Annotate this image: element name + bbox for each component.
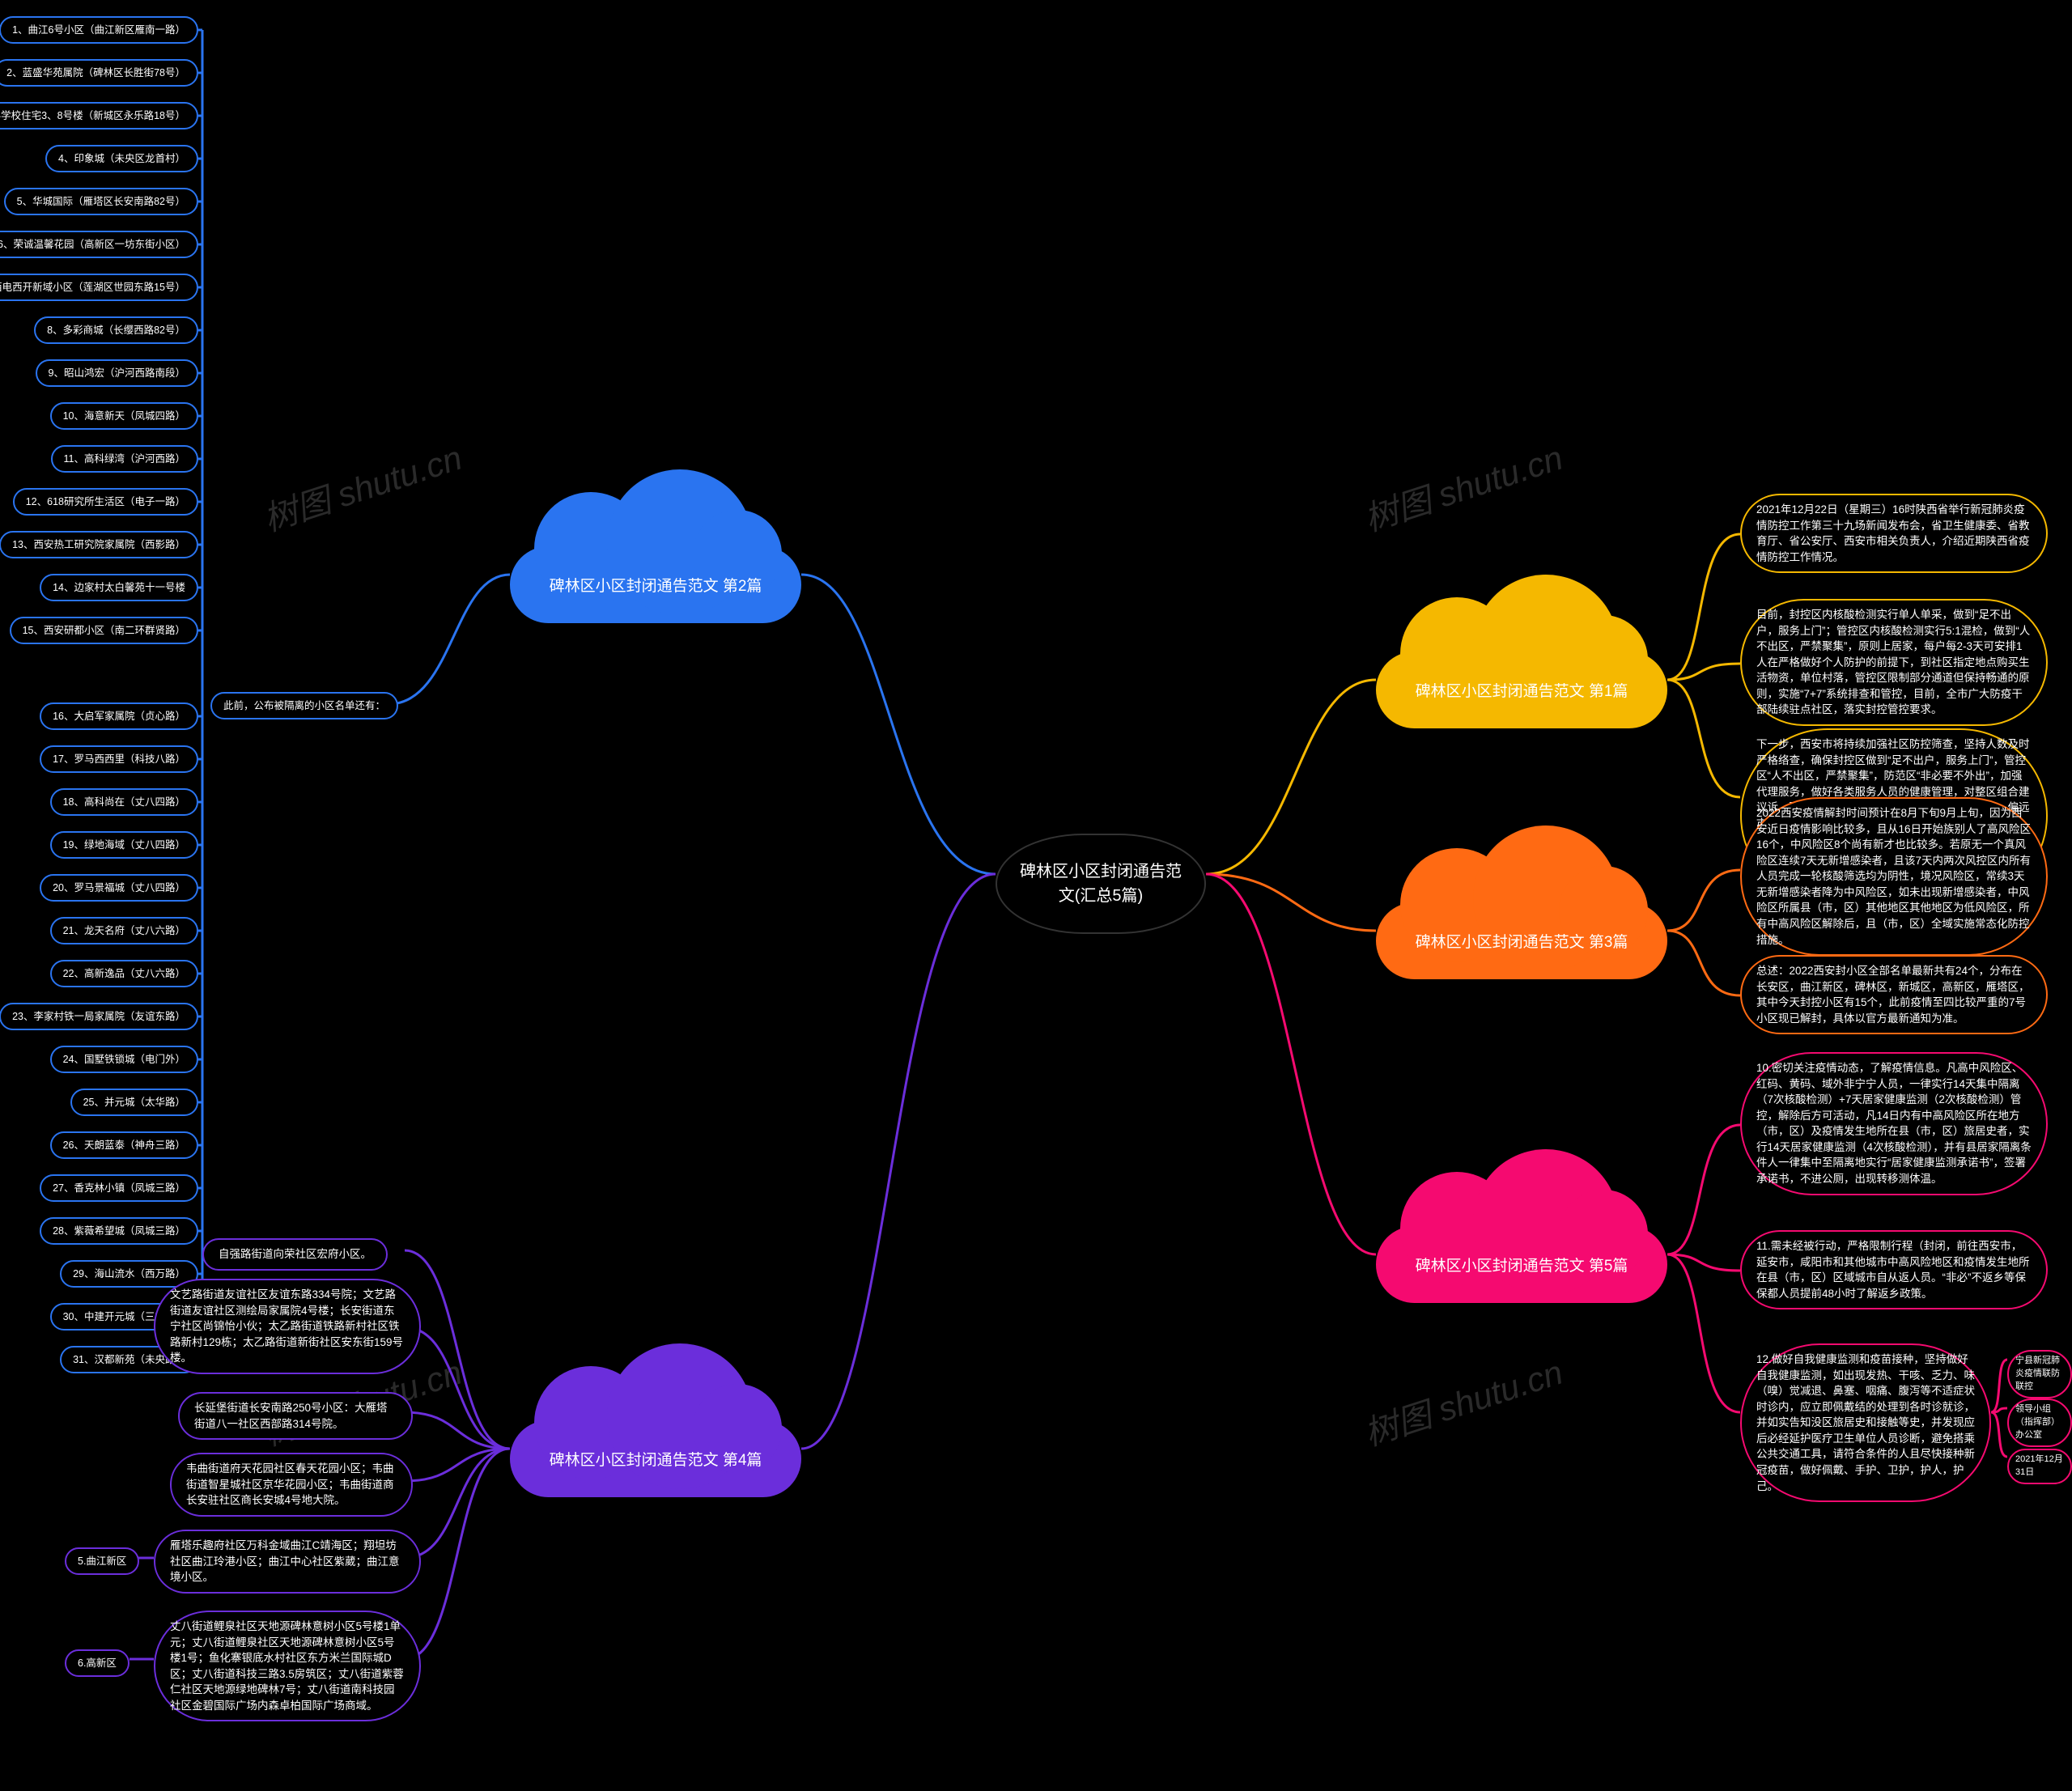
cloud-1-label: 碑林区小区封闭通告范文 第1篇 [1376, 679, 1667, 701]
c2-item: 5、华城国际（雁塔区长安南路82号） [4, 188, 198, 215]
cloud-section-3: 碑林区小区封闭通告范文 第3篇 [1376, 850, 1667, 979]
c2-item: 2、蓝盛华苑属院（碑林区长胜街78号） [0, 59, 198, 87]
c3-leaf-1: 2022西安疫情解封时间预计在8月下旬9月上旬，因为西安近日疫情影响比较多，且从… [1740, 797, 2048, 956]
c2-item: 4、印象城（未央区龙首村） [45, 145, 198, 172]
c2-item: 16、大启军家属院（贞心路） [40, 702, 198, 730]
c4-leaf-6: 丈八街道鲤泉社区天地源碑林意树小区5号楼1单元；丈八街道鲤泉社区天地源碑林意树小… [154, 1611, 421, 1721]
c5-leaf-3: 12.做好自我健康监测和疫苗接种，坚持做好自我健康监测，如出现发热、干咳、乏力、… [1740, 1343, 1991, 1502]
c2-item: 9、昭山鸿宏（沪河西路南段） [36, 359, 198, 387]
c2-item: 14、边家村太白馨苑十一号楼 [40, 574, 198, 601]
cloud-section-4: 碑林区小区封闭通告范文 第4篇 [510, 1368, 801, 1497]
c2-item: 6、荣诚温馨花园（高新区一坊东街小区） [0, 231, 198, 258]
c2-hub: 此前，公布被隔离的小区名单还有： [210, 692, 398, 719]
c2-item: 22、高新逸品（丈八六路） [50, 960, 198, 987]
c2-item: 28、紫薇希望城（凤城三路） [40, 1217, 198, 1245]
c2-item: 27、香克林小镇（凤城三路） [40, 1174, 198, 1202]
cloud-section-2: 碑林区小区封闭通告范文 第2篇 [510, 494, 801, 623]
c5-leaf-2: 11.需未经被行动，严格限制行程（封闭，前往西安市，延安市，咸阳市和其他城市中高… [1740, 1230, 2048, 1309]
c2-item: 15、西安研都小区（南二环群贤路） [10, 617, 198, 644]
c4-leaf-6-tag: 6.高新区 [65, 1649, 130, 1677]
c4-leaf-2: 文艺路街道友谊社区友谊东路334号院；文艺路街道友谊社区测绘局家属院4号楼；长安… [154, 1279, 421, 1374]
cloud-3-label: 碑林区小区封闭通告范文 第3篇 [1376, 930, 1667, 952]
c4-leaf-1: 自强路街道向荣社区宏府小区。 [202, 1238, 388, 1271]
c2-item: 12、618研究所生活区（电子一路） [13, 488, 198, 516]
c1-leaf-1: 2021年12月22日（星期三）16时陕西省举行新冠肺炎疫情防控工作第三十九场新… [1740, 494, 2048, 573]
watermark: 树图 shutu.cn [1357, 431, 1569, 541]
c4-leaf-5: 雁塔乐趣府社区万科金域曲江C靖海区；翔坦坊社区曲江玲港小区；曲江中心社区紫葳；曲… [154, 1530, 421, 1594]
c2-item: 19、绿地海域（丈八四路） [50, 831, 198, 859]
root-node: 碑林区小区封闭通告范文(汇总5篇) [996, 834, 1206, 934]
cloud-5-label: 碑林区小区封闭通告范文 第5篇 [1376, 1254, 1667, 1275]
c2-item: 13、西安热工研究院家属院（西影路） [0, 531, 198, 558]
c2-item: 24、国墅铁锁城（电门外） [50, 1046, 198, 1073]
cloud-section-5: 碑林区小区封闭通告范文 第5篇 [1376, 1173, 1667, 1303]
c2-item: 25、并元城（太华路） [70, 1089, 198, 1116]
c2-item: 3、电力高等专科学校住宅3、8号楼（新城区永乐路18号） [0, 102, 198, 129]
c2-item: 10、海意新天（凤城四路） [50, 402, 198, 430]
cloud-section-1: 碑林区小区封闭通告范文 第1篇 [1376, 599, 1667, 728]
cloud-2-label: 碑林区小区封闭通告范文 第2篇 [510, 574, 801, 596]
c2-item: 17、罗马西西里（科技八路） [40, 745, 198, 773]
c4-leaf-3: 长延堡街道长安南路250号小区：大雁塔街道八一社区西部路314号院。 [178, 1392, 413, 1440]
c2-item: 20、罗马景福城（丈八四路） [40, 874, 198, 902]
c5-sub-2: 领导小组（指挥部）办公室 [2007, 1398, 2072, 1447]
c4-leaf-5-tag: 5.曲江新区 [65, 1547, 139, 1575]
c2-item: 18、高科尚在（丈八四路） [50, 788, 198, 816]
c5-sub-1: 宁县新冠肺炎疫情联防联控 [2007, 1350, 2072, 1398]
c2-item: 8、多彩商城（长缨西路82号） [34, 316, 198, 344]
c2-item: 29、海山流水（西万路） [60, 1260, 198, 1288]
c2-item: 21、龙天名府（丈八六路） [50, 917, 198, 944]
watermark: 树图 shutu.cn [1357, 1345, 1569, 1456]
cloud-4-label: 碑林区小区封闭通告范文 第4篇 [510, 1448, 801, 1470]
watermark: 树图 shutu.cn [257, 431, 468, 541]
c2-item: 23、李家村铁一局家属院（友谊东路） [0, 1003, 198, 1030]
c2-item: 11、高科绿湾（沪河西路） [51, 445, 198, 473]
c5-sub-3: 2021年12月31日 [2007, 1449, 2072, 1484]
c5-leaf-1: 10.密切关注疫情动态，了解疫情信息。凡高中风险区、红码、黄码、域外非宁宁人员，… [1740, 1052, 2048, 1195]
c4-leaf-4: 韦曲街道府天花园社区春天花园小区；韦曲街道智星城社区京华花园小区；韦曲街道商长安… [170, 1453, 413, 1517]
c2-item: 26、天朗蓝泰（神舟三路） [50, 1131, 198, 1159]
c1-leaf-2: 目前，封控区内核酸检测实行单人单采，做到“足不出户，服务上门”；管控区内核酸检测… [1740, 599, 2048, 726]
c2-item: 7、西电西开新域小区（莲湖区世园东路15号） [0, 274, 198, 301]
c2-item: 1、曲江6号小区（曲江新区雁南一路） [0, 16, 198, 44]
c3-leaf-2: 总述：2022西安封小区全部名单最新共有24个，分布在长安区，曲江新区，碑林区，… [1740, 955, 2048, 1034]
